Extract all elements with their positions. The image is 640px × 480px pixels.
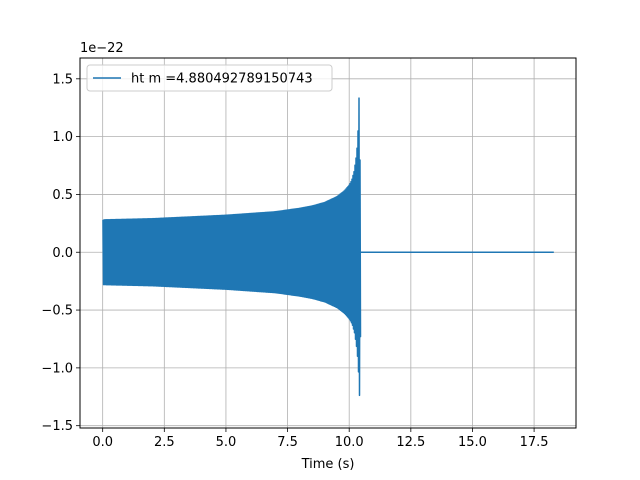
y-tick-label: 0.5 <box>52 188 73 203</box>
y-tick-label: 1.0 <box>52 130 73 145</box>
y-tick-label: −1.0 <box>41 361 73 376</box>
y-offset-text: 1e−22 <box>80 41 124 56</box>
x-tick-label: 5.0 <box>216 435 237 450</box>
legend: ht m =4.880492789150743 <box>86 64 333 92</box>
series-line-ht <box>102 97 554 397</box>
y-tick-label: −0.5 <box>41 304 73 319</box>
y-tick-label: 0.0 <box>52 246 73 261</box>
series-layer <box>102 97 554 397</box>
x-tick-label: 7.5 <box>277 435 298 450</box>
legend-entry-label: ht m =4.880492789150743 <box>131 72 313 87</box>
x-axis-label: Time (s) <box>301 457 355 472</box>
legend-box <box>86 64 333 92</box>
x-tick-label: 17.5 <box>520 435 549 450</box>
y-ticks: −1.5 −1.0 −0.5 0.0 0.5 1.0 1.5 <box>41 72 80 434</box>
x-ticks: 0.0 2.5 5.0 7.5 10.0 12.5 15.0 17.5 <box>92 428 549 450</box>
x-tick-label: 15.0 <box>458 435 487 450</box>
x-tick-label: 12.5 <box>396 435 425 450</box>
y-tick-label: −1.5 <box>41 419 73 434</box>
axes-frame <box>79 57 577 429</box>
x-tick-label: 10.0 <box>335 435 364 450</box>
x-tick-label: 2.5 <box>154 435 175 450</box>
y-tick-label: 1.5 <box>52 72 73 87</box>
x-tick-label: 0.0 <box>92 435 113 450</box>
